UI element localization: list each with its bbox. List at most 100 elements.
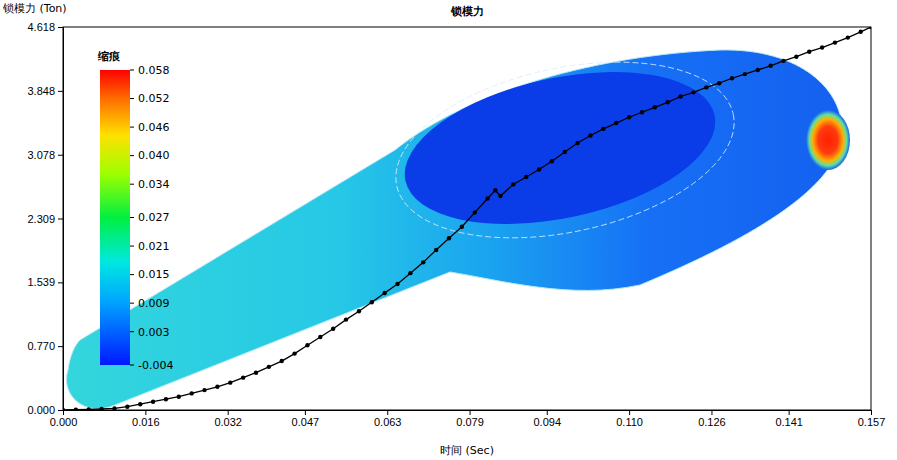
clamp-force-point [280,359,284,363]
color-bar-tick [130,98,134,99]
color-bar-label: 0.027 [138,211,170,224]
clamp-force-point [666,100,670,104]
x-tick-label: 0.157 [858,416,886,428]
y-tick: 3.078 [27,149,63,161]
x-tick-mark [228,410,229,415]
plot-frame [63,27,871,410]
clamp-force-point [63,408,65,410]
clamp-force-point [99,407,103,410]
color-bar-tick [130,274,134,275]
clamp-force-point [524,175,528,179]
color-bar-tick [130,184,134,185]
x-tick: 0.063 [374,410,402,428]
color-bar-ramp [100,70,130,365]
x-tick-label: 0.079 [456,416,484,428]
clamp-force-point [653,105,657,109]
clamp-force-point [112,406,116,410]
clamp-force-point [614,121,618,125]
x-tick-label: 0.032 [214,416,242,428]
x-tick-mark [145,410,146,415]
clamp-force-point [460,225,464,229]
color-bar-tick [130,155,134,156]
x-axis: 0.0000.0160.0320.0470.0630.0790.0940.110… [50,410,886,428]
color-bar-label: 0.015 [138,268,170,281]
x-tick: 0.141 [775,410,803,428]
clamp-force-point [241,375,245,379]
chart-title: 锁模力 [450,5,484,18]
part-hotspot [806,110,850,170]
clamp-force-point [228,380,232,384]
clamp-force-point [370,300,374,304]
clamp-force-point [704,85,708,89]
color-bar-label: 0.058 [138,64,170,77]
color-bar-label: -0.004 [138,359,173,372]
color-bar: 缩痕0.0580.0520.0460.0400.0340.0270.0210.0… [97,50,173,372]
x-tick-mark [470,410,471,415]
x-tick: 0.094 [534,410,562,428]
x-tick-mark [789,410,790,415]
y-tick-label: 1.539 [27,276,55,288]
y-tick-label: 4.618 [27,21,55,33]
x-tick-label: 0.000 [50,416,78,428]
y-tick-label: 0.770 [27,340,55,352]
x-tick-mark [387,410,388,415]
clamp-force-point [869,27,871,29]
part-image [66,34,850,409]
color-bar-tick [130,331,134,332]
y-tick-label: 3.078 [27,149,55,161]
clamp-force-point [408,271,412,275]
x-tick-label: 0.063 [374,416,402,428]
clamp-force-point [833,40,837,44]
x-tick-label: 0.110 [616,416,643,428]
color-bar-label: 0.021 [138,240,170,253]
clamp-force-point [177,395,181,399]
color-bar-label: 0.040 [138,149,170,162]
y-tick-mark [58,27,63,28]
chart: 0.0000.0160.0320.0470.0630.0790.0940.110… [0,0,897,460]
color-bar-label: 0.052 [138,92,170,105]
x-tick: 0.126 [698,410,726,428]
x-tick-label: 0.094 [534,416,562,428]
clamp-force-point [87,407,91,410]
clamp-force-point [498,194,502,198]
clamp-force-point [267,365,271,369]
y-tick-mark [58,346,63,347]
color-bar-tick [130,246,134,247]
clamp-force-point [563,150,567,154]
part-body [66,50,842,409]
clamp-force-point [357,309,361,313]
clamp-force-point [627,115,631,119]
clamp-force-point [331,327,335,331]
color-bar-tick [130,217,134,218]
y-tick-mark [58,282,63,283]
clamp-force-point [601,127,605,131]
clamp-force-point [575,141,579,145]
y-tick: 4.618 [27,21,63,33]
clamp-force-point [138,402,142,406]
clamp-force-point [537,167,541,171]
x-tick-label: 0.047 [292,416,320,428]
color-bar-label: 0.046 [138,121,170,134]
color-bar-tick [130,70,134,71]
x-tick-mark [711,410,712,415]
clamp-force-point [434,248,438,252]
color-bar-title: 缩痕 [97,50,121,63]
x-tick-mark [871,410,872,415]
clamp-force-point [318,335,322,339]
color-bar-label: 0.009 [138,297,170,310]
clamp-force-point [691,90,695,94]
clamp-force-point [382,291,386,295]
clamp-force-point [807,50,811,54]
y-tick: 1.539 [27,276,63,288]
clamp-force-point [344,317,348,321]
clamp-force-point [781,59,785,63]
clamp-force-point [74,408,78,410]
clamp-force-point [447,236,451,240]
clamp-force-point [485,196,489,200]
y-axis-title: 锁模力 (Ton) [2,2,67,15]
y-tick-mark [58,91,63,92]
clamp-force-point [768,64,772,68]
y-tick-mark [58,155,63,156]
part-bowl-rim [380,34,751,266]
x-tick-mark [305,410,306,415]
